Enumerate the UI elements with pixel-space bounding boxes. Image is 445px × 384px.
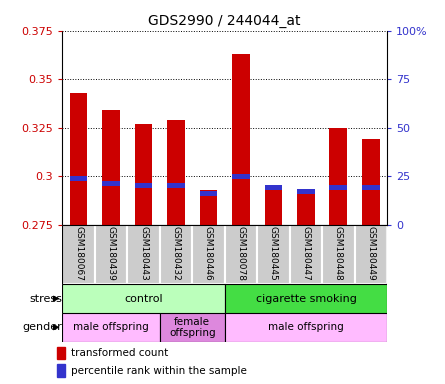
Text: GSM180439: GSM180439 (106, 227, 116, 281)
Bar (69, 93, 88, 225)
Text: male offspring: male offspring (268, 322, 344, 333)
Title: GDS2990 / 244044_at: GDS2990 / 244044_at (149, 14, 301, 28)
Text: GSM180078: GSM180078 (236, 227, 246, 281)
Text: control: control (124, 293, 163, 304)
Text: GSM180445: GSM180445 (269, 227, 278, 281)
Bar (167, 184, 185, 188)
Bar (199, 191, 218, 196)
Bar (257, 225, 290, 284)
Text: GSM180449: GSM180449 (366, 227, 376, 281)
Text: GSM180443: GSM180443 (139, 227, 148, 281)
Bar (102, 110, 120, 225)
Bar (160, 225, 192, 284)
Bar (102, 182, 120, 186)
Bar (192, 225, 225, 284)
Text: transformed count: transformed count (70, 348, 168, 358)
Text: cigarette smoking: cigarette smoking (255, 293, 356, 304)
Bar (362, 185, 380, 190)
Text: GSM180446: GSM180446 (204, 227, 213, 281)
Text: GSM180067: GSM180067 (74, 227, 83, 281)
Bar (225, 313, 387, 342)
Bar (134, 184, 153, 188)
Bar (69, 175, 88, 180)
Bar (297, 194, 315, 225)
Bar (95, 225, 127, 284)
Text: gender: gender (23, 322, 62, 333)
Bar (199, 190, 218, 225)
Text: GSM180447: GSM180447 (301, 227, 311, 281)
Bar (127, 225, 160, 284)
Text: male offspring: male offspring (73, 322, 149, 333)
Bar (62, 284, 225, 313)
Text: female
offspring: female offspring (169, 316, 215, 338)
Bar (225, 284, 387, 313)
Bar (167, 120, 185, 225)
Bar (57, 364, 65, 377)
Bar (329, 185, 348, 190)
Bar (264, 186, 283, 225)
Bar (62, 313, 160, 342)
Bar (232, 174, 250, 179)
Bar (355, 225, 387, 284)
Bar (362, 139, 380, 225)
Bar (160, 313, 225, 342)
Bar (57, 347, 65, 359)
Text: GSM180448: GSM180448 (334, 227, 343, 281)
Bar (290, 225, 322, 284)
Text: stress: stress (29, 293, 62, 304)
Bar (297, 189, 315, 194)
Bar (225, 225, 257, 284)
Bar (264, 185, 283, 190)
Bar (232, 54, 250, 225)
Bar (134, 124, 153, 225)
Bar (329, 128, 348, 225)
Text: GSM180432: GSM180432 (171, 227, 181, 281)
Text: percentile rank within the sample: percentile rank within the sample (70, 366, 247, 376)
Bar (322, 225, 355, 284)
Bar (62, 225, 95, 284)
